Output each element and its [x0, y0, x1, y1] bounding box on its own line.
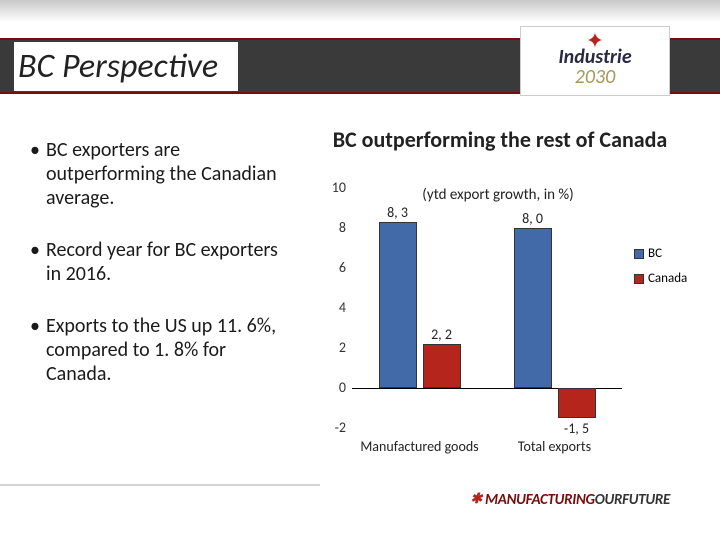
chart-title: BC outperforming the rest of Canada: [300, 128, 700, 152]
legend-swatch: [634, 249, 644, 259]
legend-label: Canada: [648, 271, 687, 286]
bullet-item: BC exporters are outperforming the Canad…: [30, 138, 290, 210]
legend-swatch: [634, 274, 644, 284]
footer-word1: MANUFACTURING: [485, 491, 595, 509]
gear-icon: ✱: [470, 490, 481, 507]
bullet-list: BC exporters are outperforming the Canad…: [30, 138, 290, 414]
bullet-item: Record year for BC exporters in 2016.: [30, 238, 290, 286]
legend-item-bc: BC: [634, 246, 704, 261]
legend-label: BC: [648, 246, 662, 261]
category-label: Total exports: [487, 438, 622, 455]
bullet-item: Exports to the US up 11. 6%, compared to…: [30, 314, 290, 386]
logo-year: 2030: [575, 65, 616, 89]
bar-value-label: 8, 3: [375, 204, 421, 221]
y-tick-label: 0: [322, 379, 346, 396]
top-fade: [0, 0, 720, 22]
bar-value-label: -1, 5: [554, 420, 600, 437]
bar: [423, 344, 461, 388]
y-tick-label: 4: [322, 299, 346, 316]
y-tick-label: -2: [322, 419, 346, 436]
category-label: Manufactured goods: [352, 438, 487, 455]
bar: [379, 222, 417, 388]
legend-item-canada: Canada: [634, 271, 704, 286]
bar-value-label: 2, 2: [419, 326, 465, 343]
footer-word2: OURFUTURE: [595, 491, 670, 509]
bar: [558, 388, 596, 418]
bar: [514, 228, 552, 388]
y-tick-label: 2: [322, 339, 346, 356]
footer-logo: ✱ MANUFACTURINGOURFUTURE: [470, 490, 670, 509]
brand-logo: ✦ Industrie 2030: [520, 26, 670, 96]
chart-legend: BC Canada: [634, 246, 704, 296]
bar-value-label: 8, 0: [510, 210, 556, 227]
footer-rule: [0, 484, 320, 486]
y-tick-label: 6: [322, 259, 346, 276]
chart: BC outperforming the rest of Canada (ytd…: [300, 128, 700, 468]
chart-plot: -202468108, 32, 2Manufactured goods8, 0-…: [322, 188, 622, 428]
y-tick-label: 8: [322, 219, 346, 236]
y-tick-label: 10: [322, 179, 346, 196]
slide-title: BC Perspective: [14, 42, 238, 91]
